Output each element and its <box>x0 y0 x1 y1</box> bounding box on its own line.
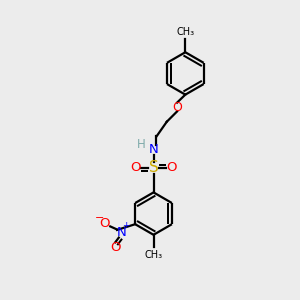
Text: O: O <box>172 100 182 113</box>
Text: CH₃: CH₃ <box>176 27 194 37</box>
Text: O: O <box>110 241 121 254</box>
Text: O: O <box>100 217 110 230</box>
Text: S: S <box>149 160 158 175</box>
Text: O: O <box>167 161 177 175</box>
Text: +: + <box>122 221 130 230</box>
Text: H: H <box>137 138 146 151</box>
Text: N: N <box>149 143 158 156</box>
Text: O: O <box>130 161 140 175</box>
Text: CH₃: CH₃ <box>145 250 163 260</box>
Text: −: − <box>95 213 104 223</box>
Text: N: N <box>116 226 126 239</box>
